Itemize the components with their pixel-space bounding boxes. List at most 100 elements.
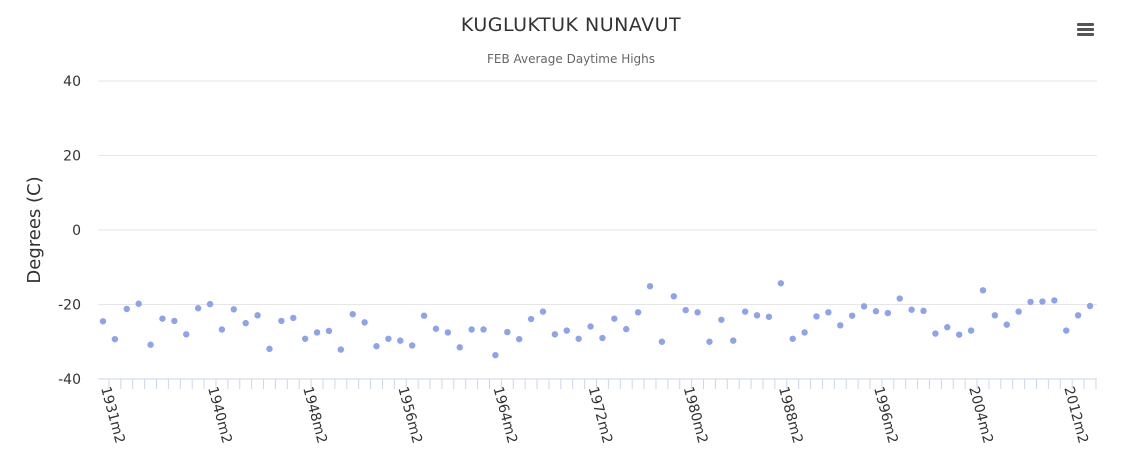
data-point[interactable] (135, 300, 142, 307)
data-point[interactable] (765, 313, 773, 320)
data-point[interactable] (420, 312, 428, 319)
data-point[interactable] (301, 335, 309, 342)
data-point[interactable] (123, 305, 130, 313)
data-point[interactable] (539, 308, 547, 315)
data-point[interactable] (908, 306, 915, 313)
data-point[interactable] (551, 331, 559, 338)
data-point[interactable] (183, 331, 190, 338)
data-point[interactable] (516, 335, 523, 343)
data-point[interactable] (777, 280, 785, 287)
data-point[interactable] (408, 342, 416, 349)
data-point[interactable] (278, 317, 285, 325)
data-point[interactable] (218, 326, 226, 333)
data-point[interactable] (337, 346, 345, 353)
data-point[interactable] (397, 337, 404, 344)
data-point[interactable] (206, 300, 214, 308)
data-point[interactable] (944, 324, 951, 331)
data-point[interactable] (290, 314, 297, 322)
data-point[interactable] (349, 310, 356, 318)
chart-title: KUGLUKTUK NUNAVUT (460, 14, 682, 36)
data-point[interactable] (634, 309, 642, 316)
hamburger-menu-icon[interactable] (1072, 18, 1100, 42)
data-point[interactable] (171, 317, 178, 325)
x-tick-label: 1980m2 (680, 385, 711, 445)
data-point[interactable] (1074, 312, 1082, 319)
data-point[interactable] (623, 325, 630, 333)
data-point[interactable] (1086, 302, 1094, 310)
data-point[interactable] (468, 326, 475, 333)
data-point[interactable] (242, 319, 249, 327)
data-point[interactable] (385, 335, 392, 342)
data-point[interactable] (658, 338, 666, 345)
data-point[interactable] (837, 322, 844, 329)
data-point[interactable] (480, 326, 487, 333)
x-axis: 1931m2 1940m2 1948m2 1956m2 1964m2 1972m2 1980… (97, 378, 1097, 445)
data-point[interactable] (730, 337, 737, 344)
data-point[interactable] (563, 327, 570, 334)
x-tick-label: 1956m2 (394, 385, 425, 445)
data-point[interactable] (1015, 308, 1022, 315)
data-point[interactable] (230, 306, 238, 313)
x-tick-label: 2012m2 (1060, 385, 1091, 445)
data-point[interactable] (1063, 327, 1070, 334)
data-point[interactable] (860, 303, 868, 310)
y-axis-ticks: 40 20 0 -20 -40 (58, 74, 81, 388)
data-point[interactable] (111, 335, 119, 343)
chart-subtitle: FEB Average Daytime Highs (486, 52, 656, 66)
data-point[interactable] (706, 338, 713, 345)
data-point[interactable] (599, 334, 606, 342)
data-point[interactable] (813, 313, 820, 320)
y-tick-label: -40 (58, 372, 81, 388)
data-point[interactable] (361, 319, 368, 326)
data-point[interactable] (646, 283, 654, 290)
data-point[interactable] (741, 308, 749, 315)
data-point[interactable] (313, 329, 321, 336)
data-point[interactable] (432, 325, 440, 332)
x-tick-label: 1988m2 (775, 385, 806, 445)
data-point[interactable] (1039, 298, 1046, 305)
data-point[interactable] (670, 293, 677, 300)
x-tick-label: 2004m2 (965, 385, 996, 445)
data-point[interactable] (444, 329, 452, 336)
data-point[interactable] (896, 295, 903, 302)
data-point[interactable] (884, 309, 892, 317)
x-tick-label: 1940m2 (204, 385, 235, 445)
data-point[interactable] (872, 308, 880, 315)
data-point[interactable] (848, 312, 856, 319)
data-point[interactable] (694, 309, 701, 316)
data-point[interactable] (99, 318, 107, 325)
data-point[interactable] (147, 341, 154, 348)
data-point[interactable] (789, 335, 796, 342)
data-point[interactable] (373, 343, 380, 350)
data-point[interactable] (492, 351, 499, 359)
data-point[interactable] (991, 312, 999, 319)
data-point[interactable] (194, 305, 202, 312)
data-point[interactable] (955, 331, 963, 338)
data-point[interactable] (979, 287, 987, 294)
data-point[interactable] (753, 312, 761, 319)
data-point[interactable] (266, 345, 273, 353)
data-point[interactable] (1051, 297, 1058, 304)
data-point[interactable] (1003, 321, 1010, 328)
data-point[interactable] (587, 323, 594, 330)
data-point[interactable] (718, 316, 725, 323)
data-point[interactable] (504, 328, 511, 336)
data-point[interactable] (1027, 298, 1034, 306)
y-tick-label: 20 (63, 149, 81, 165)
data-point[interactable] (825, 309, 832, 316)
data-point[interactable] (932, 330, 939, 337)
data-point[interactable] (801, 329, 808, 336)
y-tick-label: 40 (63, 74, 81, 90)
data-point[interactable] (967, 327, 975, 334)
data-point[interactable] (920, 307, 927, 315)
data-point[interactable] (159, 315, 166, 322)
x-tick-label: 1931m2 (97, 385, 128, 445)
data-point[interactable] (611, 315, 618, 322)
data-point[interactable] (527, 315, 535, 323)
data-point[interactable] (254, 312, 261, 319)
data-point[interactable] (325, 327, 333, 335)
data-point[interactable] (456, 344, 463, 351)
data-point[interactable] (575, 335, 582, 342)
data-point[interactable] (682, 306, 689, 314)
